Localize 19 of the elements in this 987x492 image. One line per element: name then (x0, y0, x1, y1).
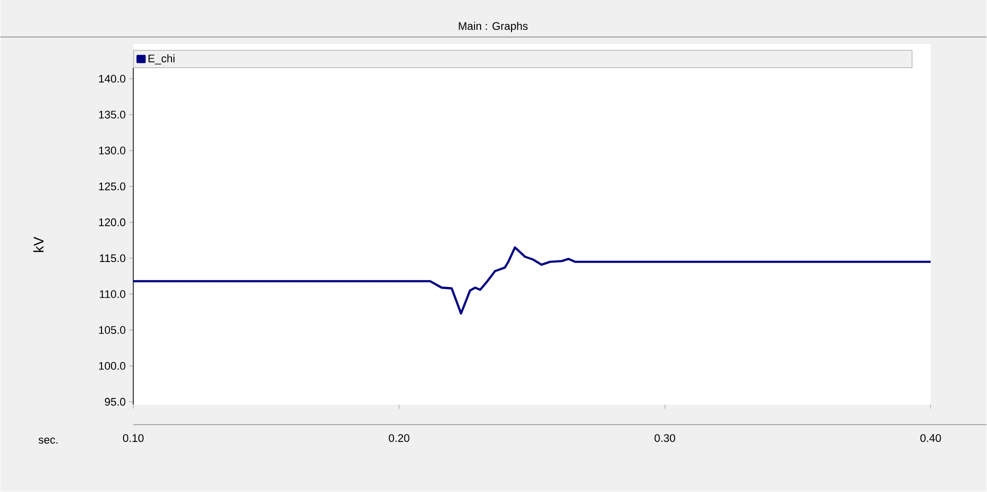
y-tick-label: 115.0 (100, 254, 126, 262)
x-tick-label: 0.40 (920, 434, 941, 442)
chart-title: Main : Graphs (458, 22, 528, 32)
y-tick-label: 100.0 (99, 362, 126, 370)
x-axis-title: sec. (38, 438, 58, 444)
y-tick-label: 135.0 (99, 110, 126, 119)
x-tick-label: 0.20 (388, 434, 410, 442)
x-tick-label: 0.30 (654, 434, 676, 442)
line-series (132, 246, 932, 315)
y-tick-label: 140.0 (99, 75, 126, 83)
legend-label: E_chi (148, 54, 174, 65)
y-tick-label: 125.0 (99, 182, 126, 191)
x-tick-label: 0.10 (123, 434, 144, 442)
y-tick-label: 110.0 (100, 290, 126, 298)
y-tick-label: 130.0 (99, 146, 126, 155)
y-tick-label: 120.0 (99, 218, 126, 226)
y-tick-label: 105.0 (99, 326, 126, 334)
y-axis-title: kV (33, 236, 44, 252)
y-tick-label: 95.0 (104, 398, 126, 406)
